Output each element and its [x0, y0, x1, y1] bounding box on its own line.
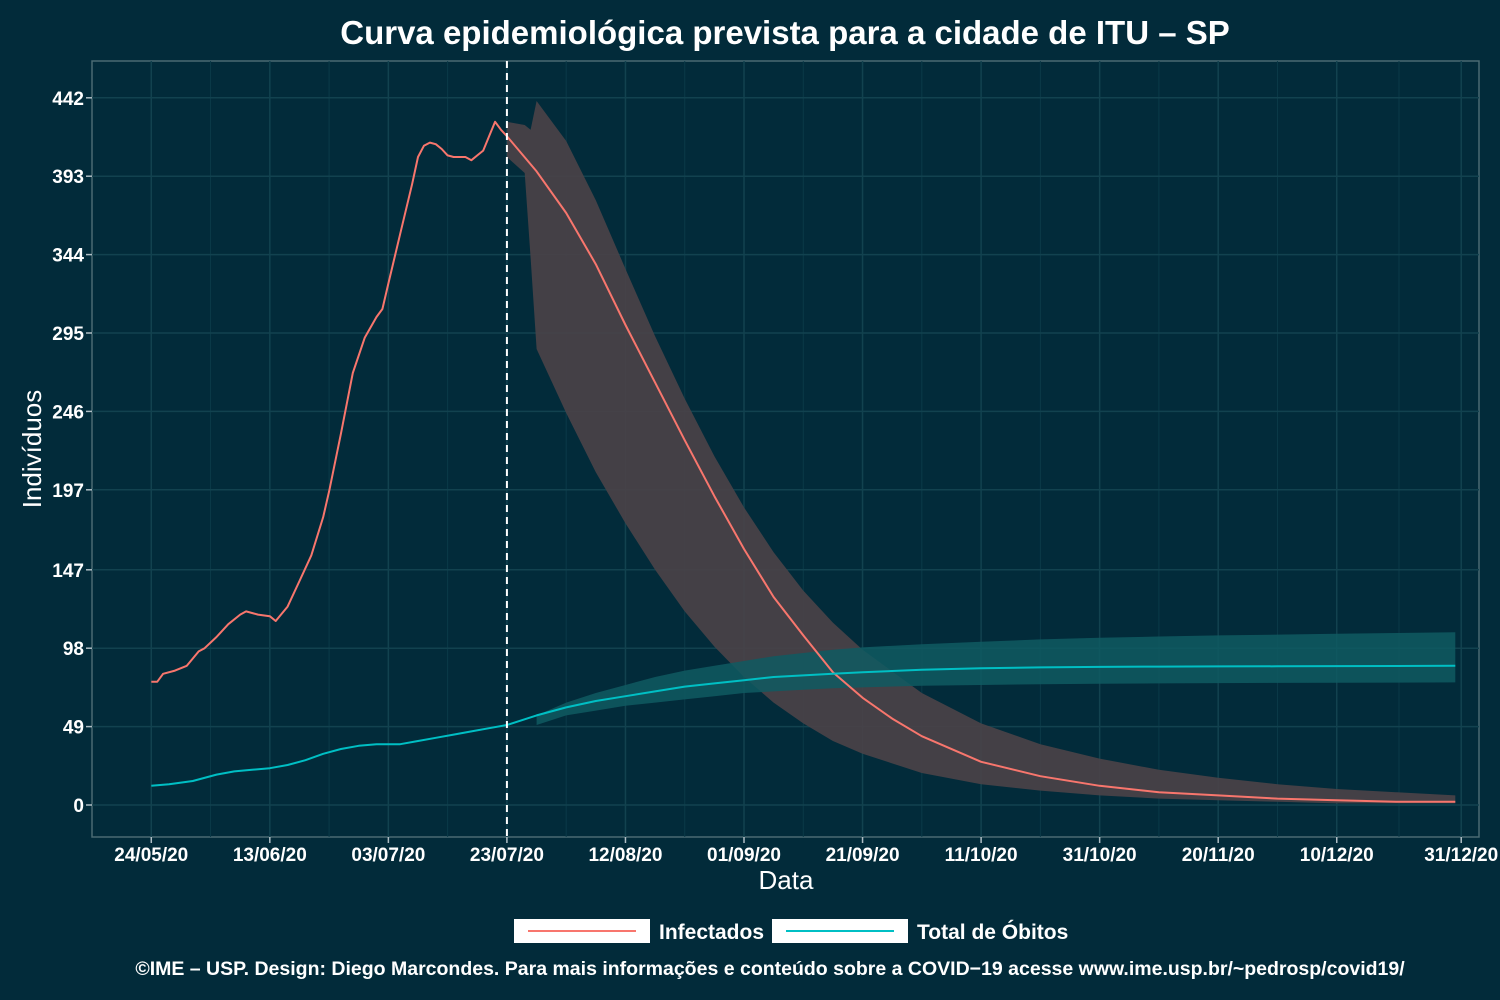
y-tick-label: 393: [52, 167, 84, 188]
x-tick-label: 31/10/20: [1063, 845, 1137, 866]
grid-lines: [92, 61, 1479, 837]
y-tick-label: 49: [63, 718, 84, 739]
x-tick-label: 01/09/20: [707, 845, 781, 866]
caption: ©IME – USP. Design: Diego Marcondes. Par…: [135, 958, 1405, 980]
x-tick-label: 21/09/20: [826, 845, 900, 866]
x-tick-label: 11/10/20: [945, 845, 1018, 866]
series-lines: [151, 120, 1456, 803]
y-tick-label: 98: [63, 639, 84, 660]
y-axis-ticks: 0 49 98 147 197 246 295 344 393 442: [52, 89, 92, 817]
chart-title: Curva epidemiológica prevista para a cid…: [340, 14, 1230, 51]
legend: Infectados Total de Óbitos: [514, 919, 1068, 944]
x-tick-label: 24/05/20: [114, 845, 188, 866]
series-line-obitos: [151, 664, 1456, 787]
x-tick-label: 20/11/20: [1182, 845, 1255, 866]
y-tick-label: 246: [52, 402, 84, 423]
y-tick-label: 344: [52, 246, 84, 267]
x-axis-ticks: 24/05/20 13/06/20 03/07/20 23/07/20 12/08/20…: [114, 837, 1498, 866]
x-tick-label: 13/06/20: [233, 845, 307, 866]
x-tick-label: 10/12/20: [1300, 845, 1374, 866]
y-tick-label: 295: [52, 324, 84, 345]
confidence-bands: [506, 101, 1456, 804]
y-tick-label: 0: [73, 796, 84, 817]
y-tick-label: 147: [52, 561, 84, 582]
y-tick-label: 442: [52, 89, 84, 110]
x-tick-label: 12/08/20: [588, 845, 662, 866]
band-infectados: [506, 101, 1456, 804]
series-line-infectados: [151, 120, 1456, 803]
y-axis-title: Indivíduos: [17, 390, 47, 509]
y-tick-label: 197: [52, 481, 84, 502]
x-tick-label: 23/07/20: [470, 845, 544, 866]
band-obitos: [536, 632, 1456, 725]
legend-label-infectados: Infectados: [659, 921, 764, 944]
plot-panel: [91, 60, 1480, 838]
legend-label-obitos: Total de Óbitos: [917, 920, 1068, 944]
x-axis-title: Data: [759, 865, 814, 895]
x-tick-label: 31/12/20: [1424, 845, 1498, 866]
x-tick-label: 03/07/20: [351, 845, 425, 866]
